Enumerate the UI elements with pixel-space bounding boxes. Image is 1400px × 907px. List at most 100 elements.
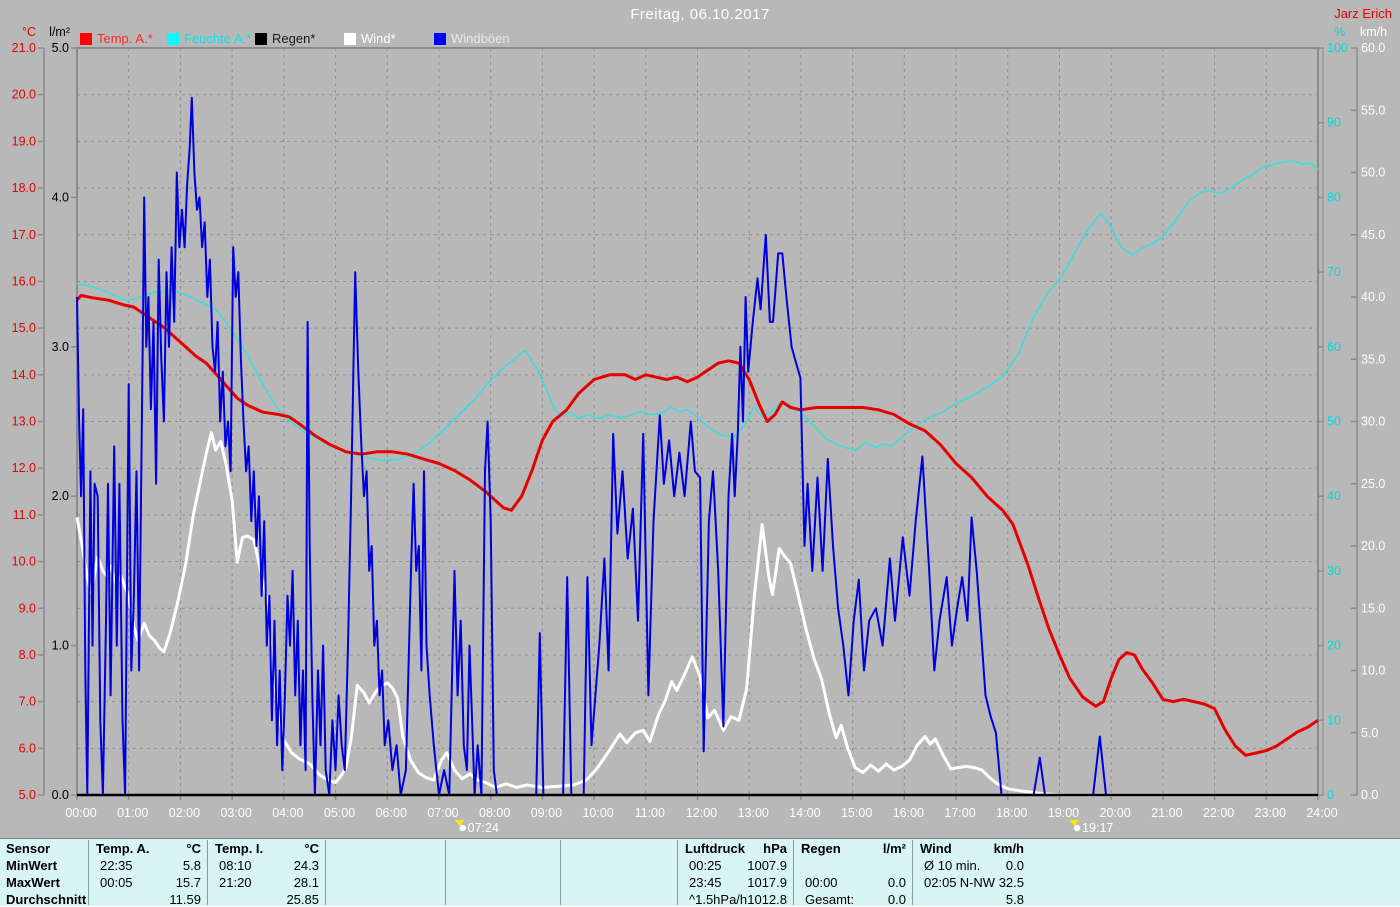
wind-axis-tick-label: 0.0 (1361, 788, 1378, 802)
series-wind- (75, 431, 1318, 797)
table-divider (560, 840, 561, 905)
table-value: 1017.9 (747, 875, 787, 890)
legend-swatch (434, 33, 446, 45)
humidity-axis-tick-label: 90 (1327, 116, 1341, 130)
table-value: 11.59 (169, 892, 201, 907)
temp-axis-tick-label: 10.0 (12, 555, 36, 569)
wind-axis-tick-label: 40.0 (1361, 290, 1385, 304)
time-axis-label: 12:00 (686, 806, 717, 820)
rain-axis-tick-label: 3.0 (52, 340, 69, 354)
table-col-header-wind: Wind (920, 841, 952, 856)
table-divider (207, 840, 208, 905)
author-name: Jarz Erich (1334, 6, 1392, 21)
table-divider (793, 840, 794, 905)
rain-axis-tick-label: 2.0 (52, 489, 69, 503)
table-value-time: 21:20 (219, 875, 252, 890)
table-value-time: 08:10 (219, 858, 252, 873)
table-divider (677, 840, 678, 905)
table-value: 0.0 (887, 892, 906, 907)
time-axis-label: 10:00 (582, 806, 613, 820)
time-axis-label: 00:00 (65, 806, 96, 820)
table-value-time: 00:05 (100, 875, 133, 890)
temp-axis-tick-label: 15.0 (12, 321, 36, 335)
legend-label: Feuchte A.* (184, 31, 252, 46)
temp-axis-tick-label: 21.0 (12, 41, 36, 55)
table-col-unit-temp_a: °C (186, 841, 201, 856)
table-row-label: Durchschnitt (6, 892, 87, 907)
legend-label: Wind* (361, 31, 396, 46)
table-value-time: 22:35 (100, 858, 133, 873)
time-axis-label: 21:00 (1151, 806, 1182, 820)
wind-axis-unit: km/h (1360, 25, 1387, 39)
time-axis-label: 11:00 (635, 806, 665, 820)
rain-axis-unit: l/m² (49, 25, 70, 39)
time-axis-label: 13:00 (738, 806, 769, 820)
wind-axis-tick-label: 45.0 (1361, 228, 1385, 242)
sunrise-marker: 07:24 (454, 820, 499, 835)
legend-swatch (80, 33, 92, 45)
legend-swatch (255, 33, 267, 45)
page-title: Freitag, 06.10.2017 (630, 6, 770, 23)
temp-axis-tick-label: 18.0 (12, 181, 36, 195)
humidity-axis-tick-label: 0 (1327, 788, 1334, 802)
table-value: 28.1 (293, 875, 319, 890)
humidity-axis-tick-label: 20 (1327, 639, 1341, 653)
legend-item-windb-en: Windböen (434, 31, 510, 46)
temp-axis-tick-label: 5.0 (19, 788, 36, 802)
legend-label: Windböen (451, 31, 510, 46)
chart-legend: Temp. A.* Feuchte A.* Regen* Wind* Windböen (0, 0, 1400, 48)
humidity-axis-tick-label: 40 (1327, 489, 1341, 503)
table-col-header-regen: Regen (801, 841, 841, 856)
time-axis-label: 09:00 (531, 806, 562, 820)
rain-axis-tick-label: 0.0 (52, 788, 69, 802)
series-windb-en (76, 96, 1318, 796)
time-axis-label: 19:00 (1048, 806, 1079, 820)
table-value-time: 02:05 (924, 875, 957, 890)
legend-label: Regen* (272, 31, 316, 46)
table-value: N-NW 32.5 (959, 875, 1024, 890)
table-value: 15.7 (175, 875, 201, 890)
table-value: 24.3 (293, 858, 319, 873)
time-axis-label: 05:00 (324, 806, 355, 820)
table-row-label: Sensor (6, 841, 51, 856)
humidity-axis-tick-label: 70 (1327, 265, 1341, 279)
table-row-label: MinWert (6, 858, 58, 873)
table-row-label: MaxWert (6, 875, 60, 890)
sunrise-icon (454, 820, 465, 826)
table-value-time: 23:45 (689, 875, 722, 890)
sunset-icon (1069, 820, 1080, 826)
time-axis-label: 08:00 (479, 806, 510, 820)
table-value-time: 00:25 (689, 858, 722, 873)
table-value-time: 00:00 (805, 875, 838, 890)
temp-axis-tick-label: 8.0 (19, 648, 36, 662)
table-value-time: Gesamt: (805, 892, 855, 907)
rain-axis-tick-label: 5.0 (52, 41, 69, 55)
humidity-axis-tick-label: 60 (1327, 340, 1341, 354)
sunset-marker: 19:17 (1069, 820, 1113, 835)
temp-axis-tick-label: 9.0 (19, 601, 36, 615)
sunset-time-label: 19:17 (1082, 821, 1113, 835)
temp-axis-tick-label: 6.0 (19, 741, 36, 755)
temp-axis-tick-label: 13.0 (12, 415, 36, 429)
temp-axis-tick-label: 17.0 (12, 228, 36, 242)
time-axis-label: 24:00 (1306, 806, 1337, 820)
wind-axis-tick-label: 35.0 (1361, 352, 1385, 366)
temp-axis-unit: °C (22, 25, 36, 39)
table-divider (88, 840, 89, 905)
legend-item-regen-: Regen* (255, 31, 316, 46)
time-axis-label: 06:00 (376, 806, 407, 820)
table-value-time: Ø 10 min. (924, 858, 981, 873)
time-axis-label: 22:00 (1203, 806, 1234, 820)
time-axis-label: 04:00 (272, 806, 303, 820)
time-axis-label: 18:00 (996, 806, 1027, 820)
temp-axis-tick-label: 16.0 (12, 274, 36, 288)
temp-axis-tick-label: 14.0 (12, 368, 36, 382)
time-axis-label: 03:00 (220, 806, 251, 820)
time-axis-label: 17:00 (944, 806, 975, 820)
time-axis-label: 15:00 (841, 806, 872, 820)
table-col-unit-wind: km/h (993, 841, 1024, 856)
table-value: 5.8 (1005, 892, 1024, 907)
wind-axis-tick-label: 20.0 (1361, 539, 1385, 553)
table-value: 0.0 (887, 875, 906, 890)
table-divider (445, 840, 446, 905)
